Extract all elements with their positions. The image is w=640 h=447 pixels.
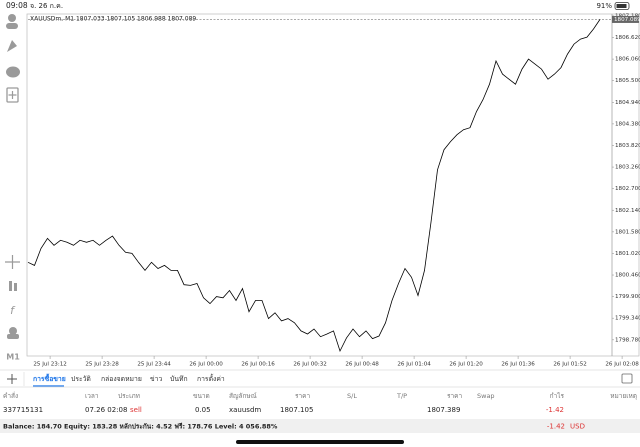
account-icon[interactable] bbox=[8, 14, 16, 22]
objects-icon-base bbox=[7, 334, 19, 339]
tab[interactable]: การซื้อขาย bbox=[33, 373, 66, 383]
total-profit: -1.42 bbox=[547, 423, 565, 431]
x-tick-label: 26 Jul 01:04 bbox=[397, 362, 431, 368]
layout-icon[interactable] bbox=[621, 373, 633, 384]
new-order-plus bbox=[8, 91, 17, 99]
y-tick-label: 1804.380 bbox=[615, 121, 640, 127]
x-tick-label: 26 Jul 02:08 bbox=[605, 362, 639, 368]
y-tick-label: 1805.500 bbox=[615, 78, 640, 84]
status-time: 09:08 bbox=[6, 1, 28, 10]
chat-icon[interactable] bbox=[6, 66, 20, 78]
indicator-icon-bar bbox=[14, 283, 17, 291]
x-tick-label: 26 Jul 01:36 bbox=[501, 362, 535, 368]
y-tick-label: 1801.020 bbox=[615, 251, 640, 257]
chart-title: XAUUSDm, M1 1807.033 1807.105 1806.988 1… bbox=[30, 16, 196, 23]
y-tick-label: 1801.580 bbox=[615, 229, 640, 235]
tab[interactable]: การตั้งค่า bbox=[197, 373, 225, 383]
indicator-icon[interactable] bbox=[9, 281, 12, 291]
y-tick-label: 1798.780 bbox=[615, 337, 640, 343]
chart-frame bbox=[26, 13, 640, 357]
left-toolbar: f M1 bbox=[5, 14, 20, 362]
account-summary: Balance: 184.70 Equity: 183.28 หลักประกั… bbox=[3, 423, 278, 431]
trade-icon[interactable] bbox=[7, 40, 17, 52]
add-button[interactable] bbox=[7, 374, 17, 384]
y-tick-label: 1803.820 bbox=[615, 143, 640, 149]
x-tick-label: 26 Jul 00:00 bbox=[189, 362, 223, 368]
x-tick-label: 26 Jul 00:32 bbox=[293, 362, 327, 368]
column-header: คำสั่ง bbox=[3, 391, 18, 400]
objects-icon[interactable] bbox=[9, 327, 17, 335]
column-header: ราคา bbox=[295, 392, 310, 400]
cell-price: 1807.389 bbox=[427, 406, 460, 414]
column-header: Swap bbox=[477, 392, 495, 400]
x-tick-label: 25 Jul 23:12 bbox=[33, 362, 67, 368]
column-header: เวลา bbox=[85, 392, 99, 400]
x-tick-label: 26 Jul 01:52 bbox=[553, 362, 587, 368]
column-header: S/L bbox=[347, 392, 357, 400]
timeframe-button[interactable]: M1 bbox=[6, 353, 20, 362]
y-tick-label: 1804.940 bbox=[615, 100, 640, 106]
column-header: ราคา bbox=[447, 392, 462, 400]
cell-volume: 0.05 bbox=[195, 406, 211, 414]
currency: USD bbox=[570, 423, 585, 431]
x-tick-label: 26 Jul 01:20 bbox=[449, 362, 483, 368]
tab[interactable]: ข่าว bbox=[150, 375, 162, 383]
column-header: สัญลักษณ์ bbox=[229, 392, 257, 400]
column-header: หมายเหตุ bbox=[610, 392, 637, 400]
column-header: กำไร bbox=[550, 392, 565, 400]
y-tick-label: 1802.700 bbox=[615, 186, 640, 192]
y-tick-label: 1800.460 bbox=[615, 273, 640, 279]
current-price-box bbox=[612, 15, 639, 23]
home-indicator bbox=[236, 440, 404, 444]
battery-icon bbox=[614, 2, 630, 10]
cell-open-price: 1807.105 bbox=[280, 406, 313, 414]
cell-time: 07.26 02:08 bbox=[85, 406, 127, 414]
crosshair-icon[interactable] bbox=[5, 255, 20, 269]
y-tick-label: 1806.060 bbox=[615, 57, 640, 63]
y-tick-label: 1799.340 bbox=[615, 316, 640, 322]
cell-order: 337715131 bbox=[3, 406, 43, 414]
account-icon-body bbox=[6, 23, 18, 29]
new-order-icon[interactable] bbox=[6, 87, 19, 103]
column-header: ขนาด bbox=[193, 392, 210, 400]
tab[interactable]: ประวัติ bbox=[71, 375, 91, 383]
price-line bbox=[27, 19, 601, 353]
column-header: ประเภท bbox=[118, 392, 140, 400]
y-tick-label: 1803.260 bbox=[615, 165, 640, 171]
function-icon[interactable]: f bbox=[10, 304, 16, 317]
orders-table: คำสั่ง เวลา ประเภท ขนาด สัญลักษณ์ ราคา S/L T/P ร… bbox=[3, 391, 637, 414]
y-tick-label: 1802.140 bbox=[615, 208, 640, 214]
tab[interactable]: กล่องจดหมาย bbox=[101, 375, 142, 383]
battery-fill bbox=[616, 4, 627, 8]
status-date: จ. 26 ก.ค. bbox=[30, 2, 63, 10]
current-price-label: 1807.089 bbox=[614, 17, 640, 23]
y-tick-label: 1806.620 bbox=[615, 35, 640, 41]
tab-bar: การซื้อขาย ประวัติ กล่องจดหมาย ข่าว บันทึก กา… bbox=[33, 373, 225, 387]
battery-level: 91% bbox=[596, 2, 612, 10]
cell-symbol: xauusdm bbox=[229, 406, 261, 414]
x-tick-label: 26 Jul 00:16 bbox=[241, 362, 275, 368]
cell-type: sell bbox=[130, 406, 142, 414]
x-tick-label: 26 Jul 00:48 bbox=[345, 362, 379, 368]
x-tick-label: 25 Jul 23:28 bbox=[85, 362, 119, 368]
cell-profit: -1.42 bbox=[546, 406, 564, 414]
tab[interactable]: บันทึก bbox=[170, 375, 188, 383]
y-tick-label: 1799.900 bbox=[615, 294, 640, 300]
chart: 1807.1801806.6201806.0601805.5001804.940… bbox=[27, 13, 640, 368]
x-tick-label: 25 Jul 23:44 bbox=[137, 362, 171, 368]
summary-bar bbox=[0, 419, 640, 433]
column-header: T/P bbox=[396, 392, 407, 400]
